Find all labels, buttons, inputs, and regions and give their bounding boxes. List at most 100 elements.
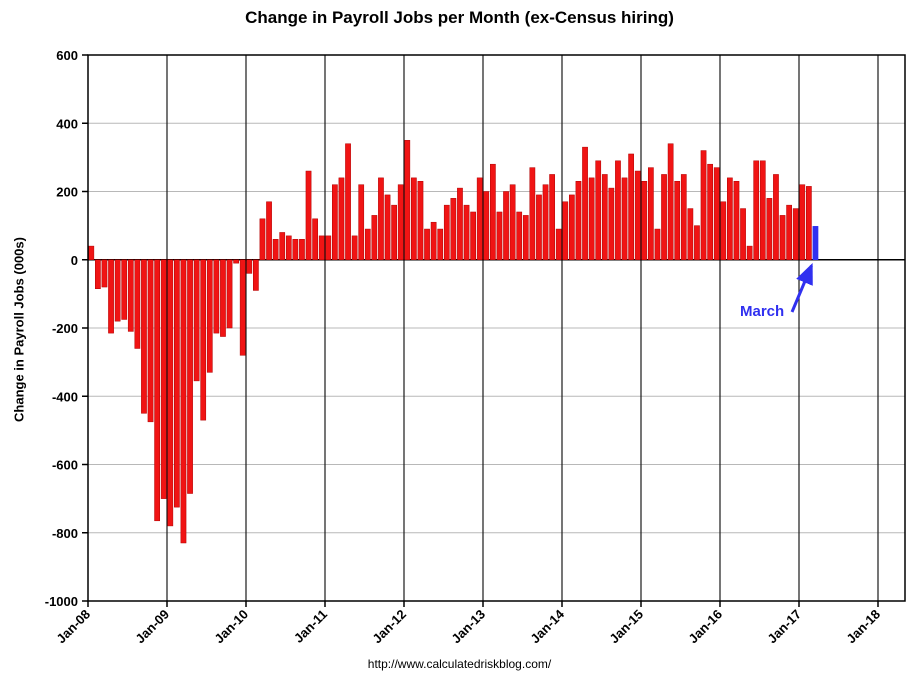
bar bbox=[226, 259, 233, 329]
bar bbox=[700, 150, 707, 260]
bar bbox=[134, 259, 141, 349]
bar bbox=[733, 181, 740, 260]
bar bbox=[674, 181, 681, 260]
annotation-march: March bbox=[740, 303, 785, 320]
bar bbox=[470, 211, 476, 260]
bar bbox=[404, 140, 411, 260]
svg-text:0: 0 bbox=[71, 253, 78, 268]
chart-title: Change in Payroll Jobs per Month (ex-Cen… bbox=[245, 8, 674, 27]
bar bbox=[312, 218, 318, 261]
bar bbox=[799, 184, 806, 260]
bar bbox=[713, 167, 720, 260]
bar bbox=[417, 181, 424, 260]
bar bbox=[746, 245, 753, 261]
bar bbox=[463, 204, 470, 260]
svg-text:-200: -200 bbox=[52, 321, 78, 336]
bar bbox=[522, 215, 529, 260]
bar bbox=[411, 177, 417, 261]
bar bbox=[476, 177, 483, 261]
svg-text:-400: -400 bbox=[52, 389, 78, 404]
bar bbox=[588, 177, 595, 261]
bar-highlight-march bbox=[812, 226, 819, 260]
annotation-arrow bbox=[790, 262, 813, 313]
bar bbox=[641, 181, 648, 260]
bars bbox=[88, 140, 819, 544]
bar bbox=[325, 235, 332, 260]
bar bbox=[213, 259, 220, 334]
svg-text:Jan-14: Jan-14 bbox=[527, 606, 567, 646]
bar bbox=[549, 174, 555, 260]
bar bbox=[305, 170, 312, 260]
bar bbox=[147, 259, 154, 423]
bar bbox=[773, 174, 779, 260]
bar bbox=[187, 259, 193, 494]
bar bbox=[694, 225, 700, 261]
bar bbox=[253, 259, 259, 291]
bar bbox=[160, 259, 167, 499]
bar bbox=[654, 228, 661, 260]
bar bbox=[687, 208, 694, 260]
bar bbox=[575, 181, 582, 260]
bar bbox=[680, 174, 687, 260]
bar bbox=[121, 259, 128, 320]
bar bbox=[206, 259, 213, 373]
svg-text:Jan-08: Jan-08 bbox=[53, 607, 93, 647]
bar bbox=[562, 201, 569, 261]
bar bbox=[582, 146, 588, 260]
bar bbox=[430, 221, 437, 261]
bar bbox=[167, 259, 174, 527]
bar bbox=[648, 167, 654, 260]
bar bbox=[727, 177, 733, 261]
bar bbox=[292, 239, 299, 260]
bar bbox=[239, 259, 246, 356]
x-axis-ticks: Jan-08 Jan-09 Jan-10 Jan-11 Jan-12 Jan-13 Jan-… bbox=[53, 601, 883, 646]
bar bbox=[483, 191, 490, 260]
bar bbox=[766, 198, 773, 261]
bar bbox=[615, 160, 621, 260]
bar bbox=[127, 259, 134, 332]
svg-text:Jan-17: Jan-17 bbox=[764, 607, 804, 647]
bar bbox=[628, 153, 634, 261]
bar bbox=[555, 228, 562, 260]
bar bbox=[806, 186, 812, 261]
svg-text:600: 600 bbox=[56, 48, 78, 63]
bar bbox=[285, 235, 292, 260]
bar bbox=[101, 259, 108, 288]
bar bbox=[707, 163, 713, 260]
bar bbox=[569, 194, 575, 260]
bar bbox=[496, 211, 503, 260]
bar bbox=[503, 191, 509, 260]
bar bbox=[759, 160, 766, 260]
footer-url: http://www.calculatedriskblog.com/ bbox=[367, 657, 552, 671]
bar bbox=[114, 259, 121, 322]
svg-text:200: 200 bbox=[56, 185, 78, 200]
bar bbox=[516, 211, 523, 260]
bar bbox=[720, 201, 727, 261]
svg-text:Jan-15: Jan-15 bbox=[606, 607, 646, 647]
bar bbox=[95, 259, 101, 290]
bar bbox=[542, 184, 549, 260]
bar bbox=[272, 239, 279, 260]
bar bbox=[299, 239, 305, 260]
svg-text:-1000: -1000 bbox=[45, 594, 78, 609]
bar bbox=[338, 177, 345, 261]
v-gridlines bbox=[166, 55, 879, 601]
bar bbox=[358, 184, 365, 260]
bar bbox=[154, 259, 160, 522]
bar bbox=[345, 143, 351, 260]
svg-text:Jan-10: Jan-10 bbox=[211, 607, 251, 647]
bar bbox=[621, 177, 628, 261]
svg-text:Jan-12: Jan-12 bbox=[369, 607, 409, 647]
bar bbox=[457, 187, 463, 260]
y-axis-ticks: -1000 -800 -600 -400 -200 0 200 400 600 bbox=[45, 48, 88, 609]
bar bbox=[364, 228, 371, 260]
bar bbox=[450, 198, 457, 261]
bar bbox=[351, 235, 358, 260]
svg-text:Jan-11: Jan-11 bbox=[291, 607, 330, 646]
bar bbox=[529, 167, 536, 260]
bar bbox=[740, 208, 746, 260]
bar bbox=[779, 215, 786, 260]
bar bbox=[220, 259, 226, 337]
bar bbox=[667, 143, 674, 260]
